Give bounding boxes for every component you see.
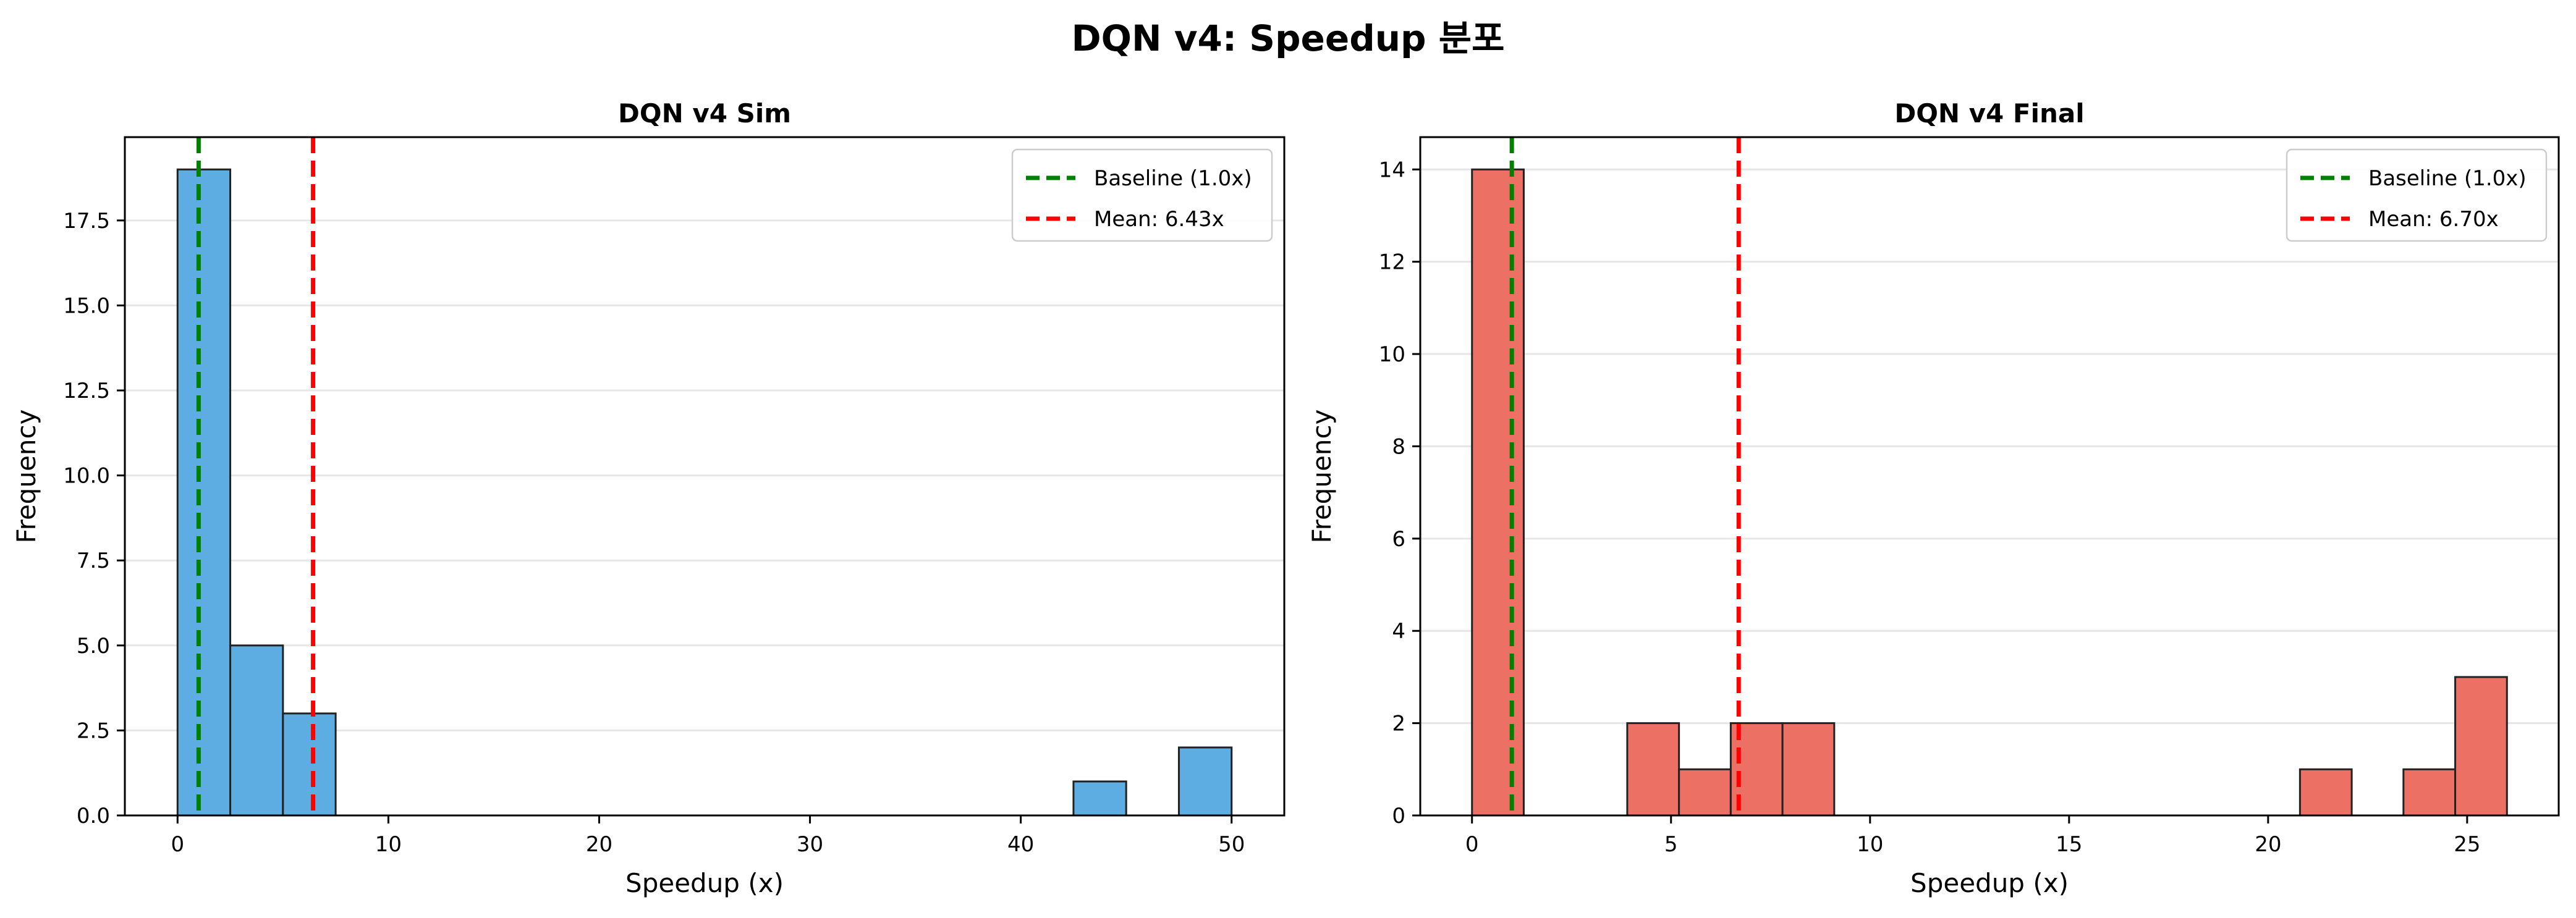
legend-label: Baseline (1.0x) — [1094, 166, 1252, 191]
legend: Baseline (1.0x) Mean: 6.70x — [2286, 148, 2548, 242]
legend-label: Baseline (1.0x) — [2368, 166, 2527, 191]
chart-panel-sim: 0 10 20 30 40 50 0.0 2.5 5.0 7.5 10.0 12.5 15.0 17.5 D… — [11, 98, 1286, 898]
x-tick-label: 0 — [1465, 832, 1479, 857]
legend-box — [1011, 148, 1273, 242]
x-axis-label: Speedup (x) — [1910, 868, 2069, 898]
y-tick-label: 6 — [1392, 527, 1405, 552]
y-tick-label: 0.0 — [77, 804, 110, 828]
plot-area — [1419, 136, 2560, 817]
y-tick-label: 5.0 — [77, 634, 110, 659]
legend-box — [2286, 148, 2548, 242]
histogram-bar — [1781, 722, 1836, 817]
y-tick-label: 17.5 — [63, 209, 110, 234]
x-tick-label: 30 — [797, 832, 823, 857]
figure-title: DQN v4: Speedup 분포 — [1072, 17, 1505, 59]
y-tick-label: 0 — [1392, 804, 1405, 828]
x-tick-label: 40 — [1007, 832, 1034, 857]
histogram-bar — [1471, 168, 1525, 817]
legend: Baseline (1.0x) Mean: 6.43x — [1011, 148, 1273, 242]
chart-panel-final: 0 5 10 15 20 25 0 2 4 6 8 10 12 14 DQN v4 Final Speedup… — [1307, 98, 2560, 898]
y-tick-label: 12 — [1379, 250, 1405, 275]
histogram-bar — [1177, 746, 1233, 817]
y-tick-label: 4 — [1392, 619, 1405, 644]
x-tick-label: 5 — [1664, 832, 1678, 857]
y-tick-label: 14 — [1379, 158, 1405, 182]
histogram-bar — [1072, 780, 1127, 817]
histogram-bar — [282, 712, 337, 817]
histogram-bar — [2454, 676, 2508, 817]
legend-label: Mean: 6.70x — [2368, 207, 2499, 232]
histogram-bar — [229, 644, 284, 817]
x-tick-label: 15 — [2056, 832, 2082, 857]
histogram-bar — [2402, 768, 2457, 817]
y-tick-label: 2.5 — [77, 718, 110, 743]
y-tick-label: 10.0 — [63, 464, 110, 489]
x-tick-label: 10 — [1857, 832, 1883, 857]
y-axis-label: Frequency — [11, 410, 41, 544]
chart-title: DQN v4 Final — [1894, 98, 2084, 128]
x-tick-label: 25 — [2454, 832, 2480, 857]
x-tick-label: 20 — [2255, 832, 2281, 857]
y-tick-label: 15.0 — [63, 293, 110, 318]
y-tick-label: 2 — [1392, 712, 1405, 736]
y-tick-label: 12.5 — [63, 379, 110, 403]
y-tick-label: 8 — [1392, 434, 1405, 459]
histogram-bar — [2298, 768, 2353, 817]
x-tick-label: 50 — [1218, 832, 1245, 857]
chart-title: DQN v4 Sim — [618, 98, 791, 128]
legend-label: Mean: 6.43x — [1094, 207, 1224, 232]
x-tick-label: 20 — [586, 832, 612, 857]
y-axis-label: Frequency — [1307, 410, 1337, 544]
x-axis-label: Speedup (x) — [625, 868, 784, 898]
y-tick-label: 7.5 — [77, 549, 110, 573]
histogram-bar — [1626, 722, 1680, 817]
histogram-bar — [1678, 768, 1732, 817]
x-tick-label: 0 — [171, 832, 184, 857]
x-tick-label: 10 — [375, 832, 402, 857]
y-tick-label: 10 — [1379, 342, 1405, 367]
histogram-bar — [176, 168, 232, 817]
